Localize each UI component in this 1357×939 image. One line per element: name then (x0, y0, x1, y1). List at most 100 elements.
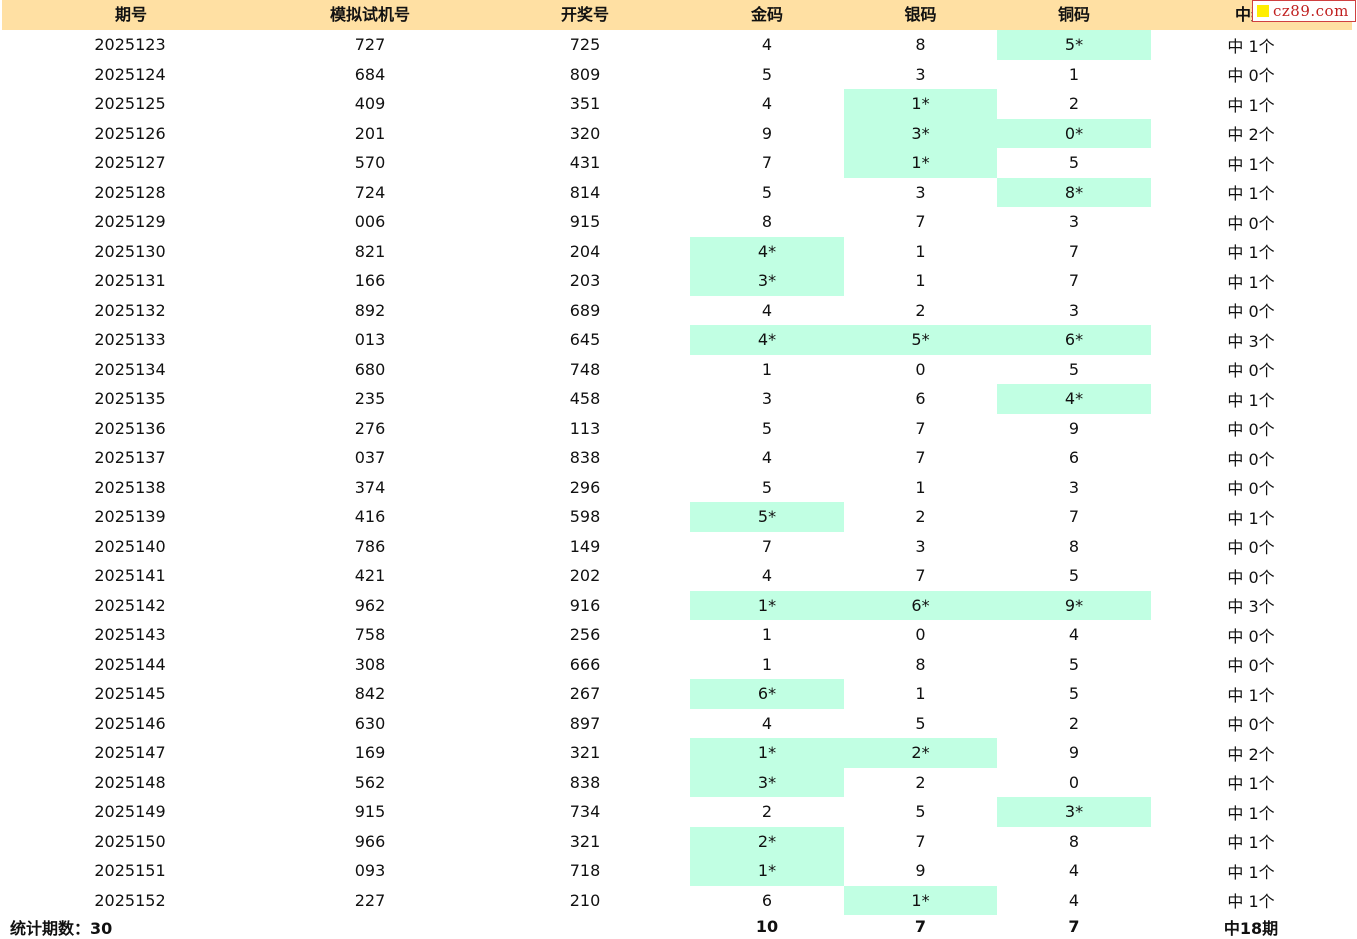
cell-silver: 2 (915, 507, 926, 527)
cell-sim-number: 308 (354, 654, 386, 674)
cell-period: 2025129 (94, 212, 166, 232)
table-row: 2025145 842 267 6* 1 5 中 1个 (0, 679, 1357, 709)
table-row: 2025147 169 321 1* 2* 9 中 2个 (0, 738, 1357, 768)
header-silver: 银码 (904, 5, 937, 24)
cell-period: 2025146 (94, 713, 166, 733)
cell-period: 2025136 (94, 418, 166, 438)
cell-draw-number: 267 (569, 684, 601, 704)
cell-silver: 7 (915, 448, 926, 468)
cell-bronze: 7 (1068, 271, 1080, 291)
cell-draw-number: 838 (569, 448, 601, 468)
cell-gold: 4 (761, 300, 773, 320)
cell-gold: 4 (761, 566, 773, 586)
table-row: 2025137 037 838 4 7 6 中 0个 (0, 443, 1357, 473)
cell-silver: 1* (844, 148, 997, 178)
cell-hit: 中 1个 (1227, 95, 1275, 115)
cell-period: 2025125 (94, 94, 166, 114)
cell-gold: 4* (690, 236, 844, 266)
cell-hit: 中 0个 (1227, 538, 1275, 558)
cell-gold: 1 (761, 654, 773, 674)
cell-bronze: 5 (1068, 684, 1080, 704)
cell-gold: 4 (761, 94, 773, 114)
footer-silver-total: 7 (914, 917, 927, 936)
cell-draw-number: 897 (569, 713, 601, 733)
cell-sim-number: 821 (354, 241, 386, 261)
cell-draw-number: 113 (569, 418, 601, 438)
table-row: 2025133 013 645 4* 5* 6* 中 3个 (0, 325, 1357, 355)
cell-bronze: 5 (1068, 566, 1080, 586)
cell-silver: 0 (915, 359, 926, 379)
cell-silver: 1 (915, 241, 926, 261)
cell-draw-number: 256 (569, 625, 601, 645)
footer-gold-total: 10 (755, 917, 779, 936)
cell-draw-number: 645 (569, 330, 601, 350)
cell-sim-number: 416 (354, 507, 386, 527)
cell-bronze: 4* (997, 384, 1151, 414)
cell-period: 2025141 (94, 566, 166, 586)
cell-period: 2025126 (94, 123, 166, 143)
cell-bronze: 9 (1068, 743, 1080, 763)
table-row: 2025146 630 897 4 5 2 中 0个 (0, 709, 1357, 739)
table-row: 2025140 786 149 7 3 8 中 0个 (0, 532, 1357, 562)
cell-hit: 中 3个 (1227, 331, 1275, 351)
cell-silver: 8 (915, 35, 926, 55)
cell-bronze: 6* (997, 325, 1151, 355)
cell-hit: 中 0个 (1227, 715, 1275, 735)
cell-period: 2025147 (94, 743, 166, 763)
table-row: 2025141 421 202 4 7 5 中 0个 (0, 561, 1357, 591)
cell-bronze: 0* (997, 118, 1151, 148)
cell-period: 2025138 (94, 477, 166, 497)
cell-draw-number: 431 (569, 153, 601, 173)
cell-bronze: 1 (1068, 64, 1080, 84)
cell-period: 2025148 (94, 772, 166, 792)
cell-sim-number: 684 (354, 64, 386, 84)
cell-silver: 7 (915, 418, 926, 438)
cell-gold: 7 (761, 536, 773, 556)
cell-gold: 5* (690, 502, 844, 532)
cell-gold: 1 (761, 625, 773, 645)
cell-hit: 中 1个 (1227, 892, 1275, 912)
cell-draw-number: 689 (569, 300, 601, 320)
cell-bronze: 6 (1068, 448, 1080, 468)
cell-silver: 9 (915, 861, 926, 881)
header-gold: 金码 (750, 5, 783, 24)
cell-sim-number: 680 (354, 359, 386, 379)
table-row: 2025127 570 431 7 1* 5 中 1个 (0, 148, 1357, 178)
footer-bronze-total: 7 (1068, 917, 1080, 936)
table-row: 2025152 227 210 6 1* 4 中 1个 (0, 885, 1357, 915)
cell-hit: 中 1个 (1227, 243, 1275, 263)
cell-sim-number: 562 (354, 772, 386, 792)
table-row: 2025125 409 351 4 1* 2 中 1个 (0, 89, 1357, 119)
cell-gold: 2* (690, 826, 844, 856)
cell-bronze: 9 (1068, 418, 1080, 438)
cell-period: 2025142 (94, 595, 166, 615)
cell-silver: 2 (915, 772, 926, 792)
cell-draw-number: 734 (569, 802, 601, 822)
cell-bronze: 4 (1068, 861, 1080, 881)
cell-hit: 中 1个 (1227, 36, 1275, 56)
cell-bronze: 3 (1068, 300, 1080, 320)
cell-gold: 4* (690, 325, 844, 355)
cell-draw-number: 748 (569, 359, 601, 379)
cell-hit: 中 1个 (1227, 833, 1275, 853)
table-row: 2025151 093 718 1* 9 4 中 1个 (0, 856, 1357, 886)
cell-hit: 中 0个 (1227, 361, 1275, 381)
cell-bronze: 7 (1068, 241, 1080, 261)
cell-bronze: 8* (997, 177, 1151, 207)
cell-gold: 9 (761, 123, 773, 143)
cell-sim-number: 962 (354, 595, 386, 615)
cell-period: 2025151 (94, 861, 166, 881)
cell-bronze: 4 (1068, 890, 1080, 910)
cell-draw-number: 149 (569, 536, 601, 556)
cell-hit: 中 0个 (1227, 302, 1275, 322)
cell-silver: 7 (915, 212, 926, 232)
cell-sim-number: 786 (354, 536, 386, 556)
table-row: 2025144 308 666 1 8 5 中 0个 (0, 650, 1357, 680)
cell-sim-number: 758 (354, 625, 386, 645)
cell-gold: 5 (761, 64, 773, 84)
cell-bronze: 8 (1068, 831, 1080, 851)
header-draw-number: 开奖号 (560, 5, 609, 24)
cell-sim-number: 421 (354, 566, 386, 586)
cell-period: 2025130 (94, 241, 166, 261)
header-period: 期号 (114, 5, 147, 24)
